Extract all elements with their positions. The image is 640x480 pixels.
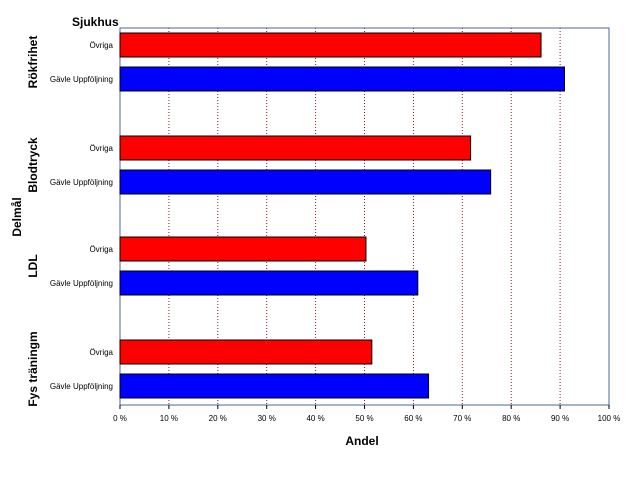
category-label: Övriga (89, 41, 113, 50)
bar (119, 66, 566, 92)
category-label: Gävle Uppföljning (50, 75, 113, 84)
x-tick-label: 90 % (551, 414, 569, 423)
x-tick-label: 80 % (502, 414, 520, 423)
legend-title: Sjukhus (72, 15, 119, 29)
x-tick-label: 50 % (355, 414, 373, 423)
group-label: Blodtryck (26, 137, 40, 193)
x-tick-label: 40 % (306, 414, 324, 423)
bar (119, 373, 430, 399)
category-label: Gävle Uppföljning (50, 279, 113, 288)
category-label: Övriga (89, 348, 113, 357)
bar (119, 236, 367, 262)
plot-area: 0 % 10 % 20 % 30 % 40 % 50 % 60 % 70 % 80 % 90 % 1… (26, 27, 621, 423)
x-tick-label: 70 % (453, 414, 471, 423)
x-tick-label: 60 % (404, 414, 422, 423)
category-label: Gävle Uppföljning (50, 178, 113, 187)
group-label: LDL (26, 254, 40, 277)
x-axis-title: Andel (345, 434, 378, 448)
x-tick-label: 100 % (598, 414, 621, 423)
bar (119, 135, 472, 161)
bar (119, 32, 542, 58)
x-tick-label: 10 % (160, 414, 178, 423)
x-tick-label: 0 % (113, 414, 127, 423)
x-tick-label: 30 % (258, 414, 276, 423)
group-label: Rökfrihet (26, 36, 40, 89)
bar (119, 339, 373, 365)
bar (119, 169, 492, 195)
bar (119, 270, 419, 296)
x-tick-label: 20 % (209, 414, 227, 423)
category-label: Övriga (89, 144, 113, 153)
category-label: Gävle Uppföljning (50, 382, 113, 391)
group-label: Fys träningm (26, 331, 40, 406)
y-axis-title: Delmål (10, 197, 24, 236)
category-label: Övriga (89, 245, 113, 254)
